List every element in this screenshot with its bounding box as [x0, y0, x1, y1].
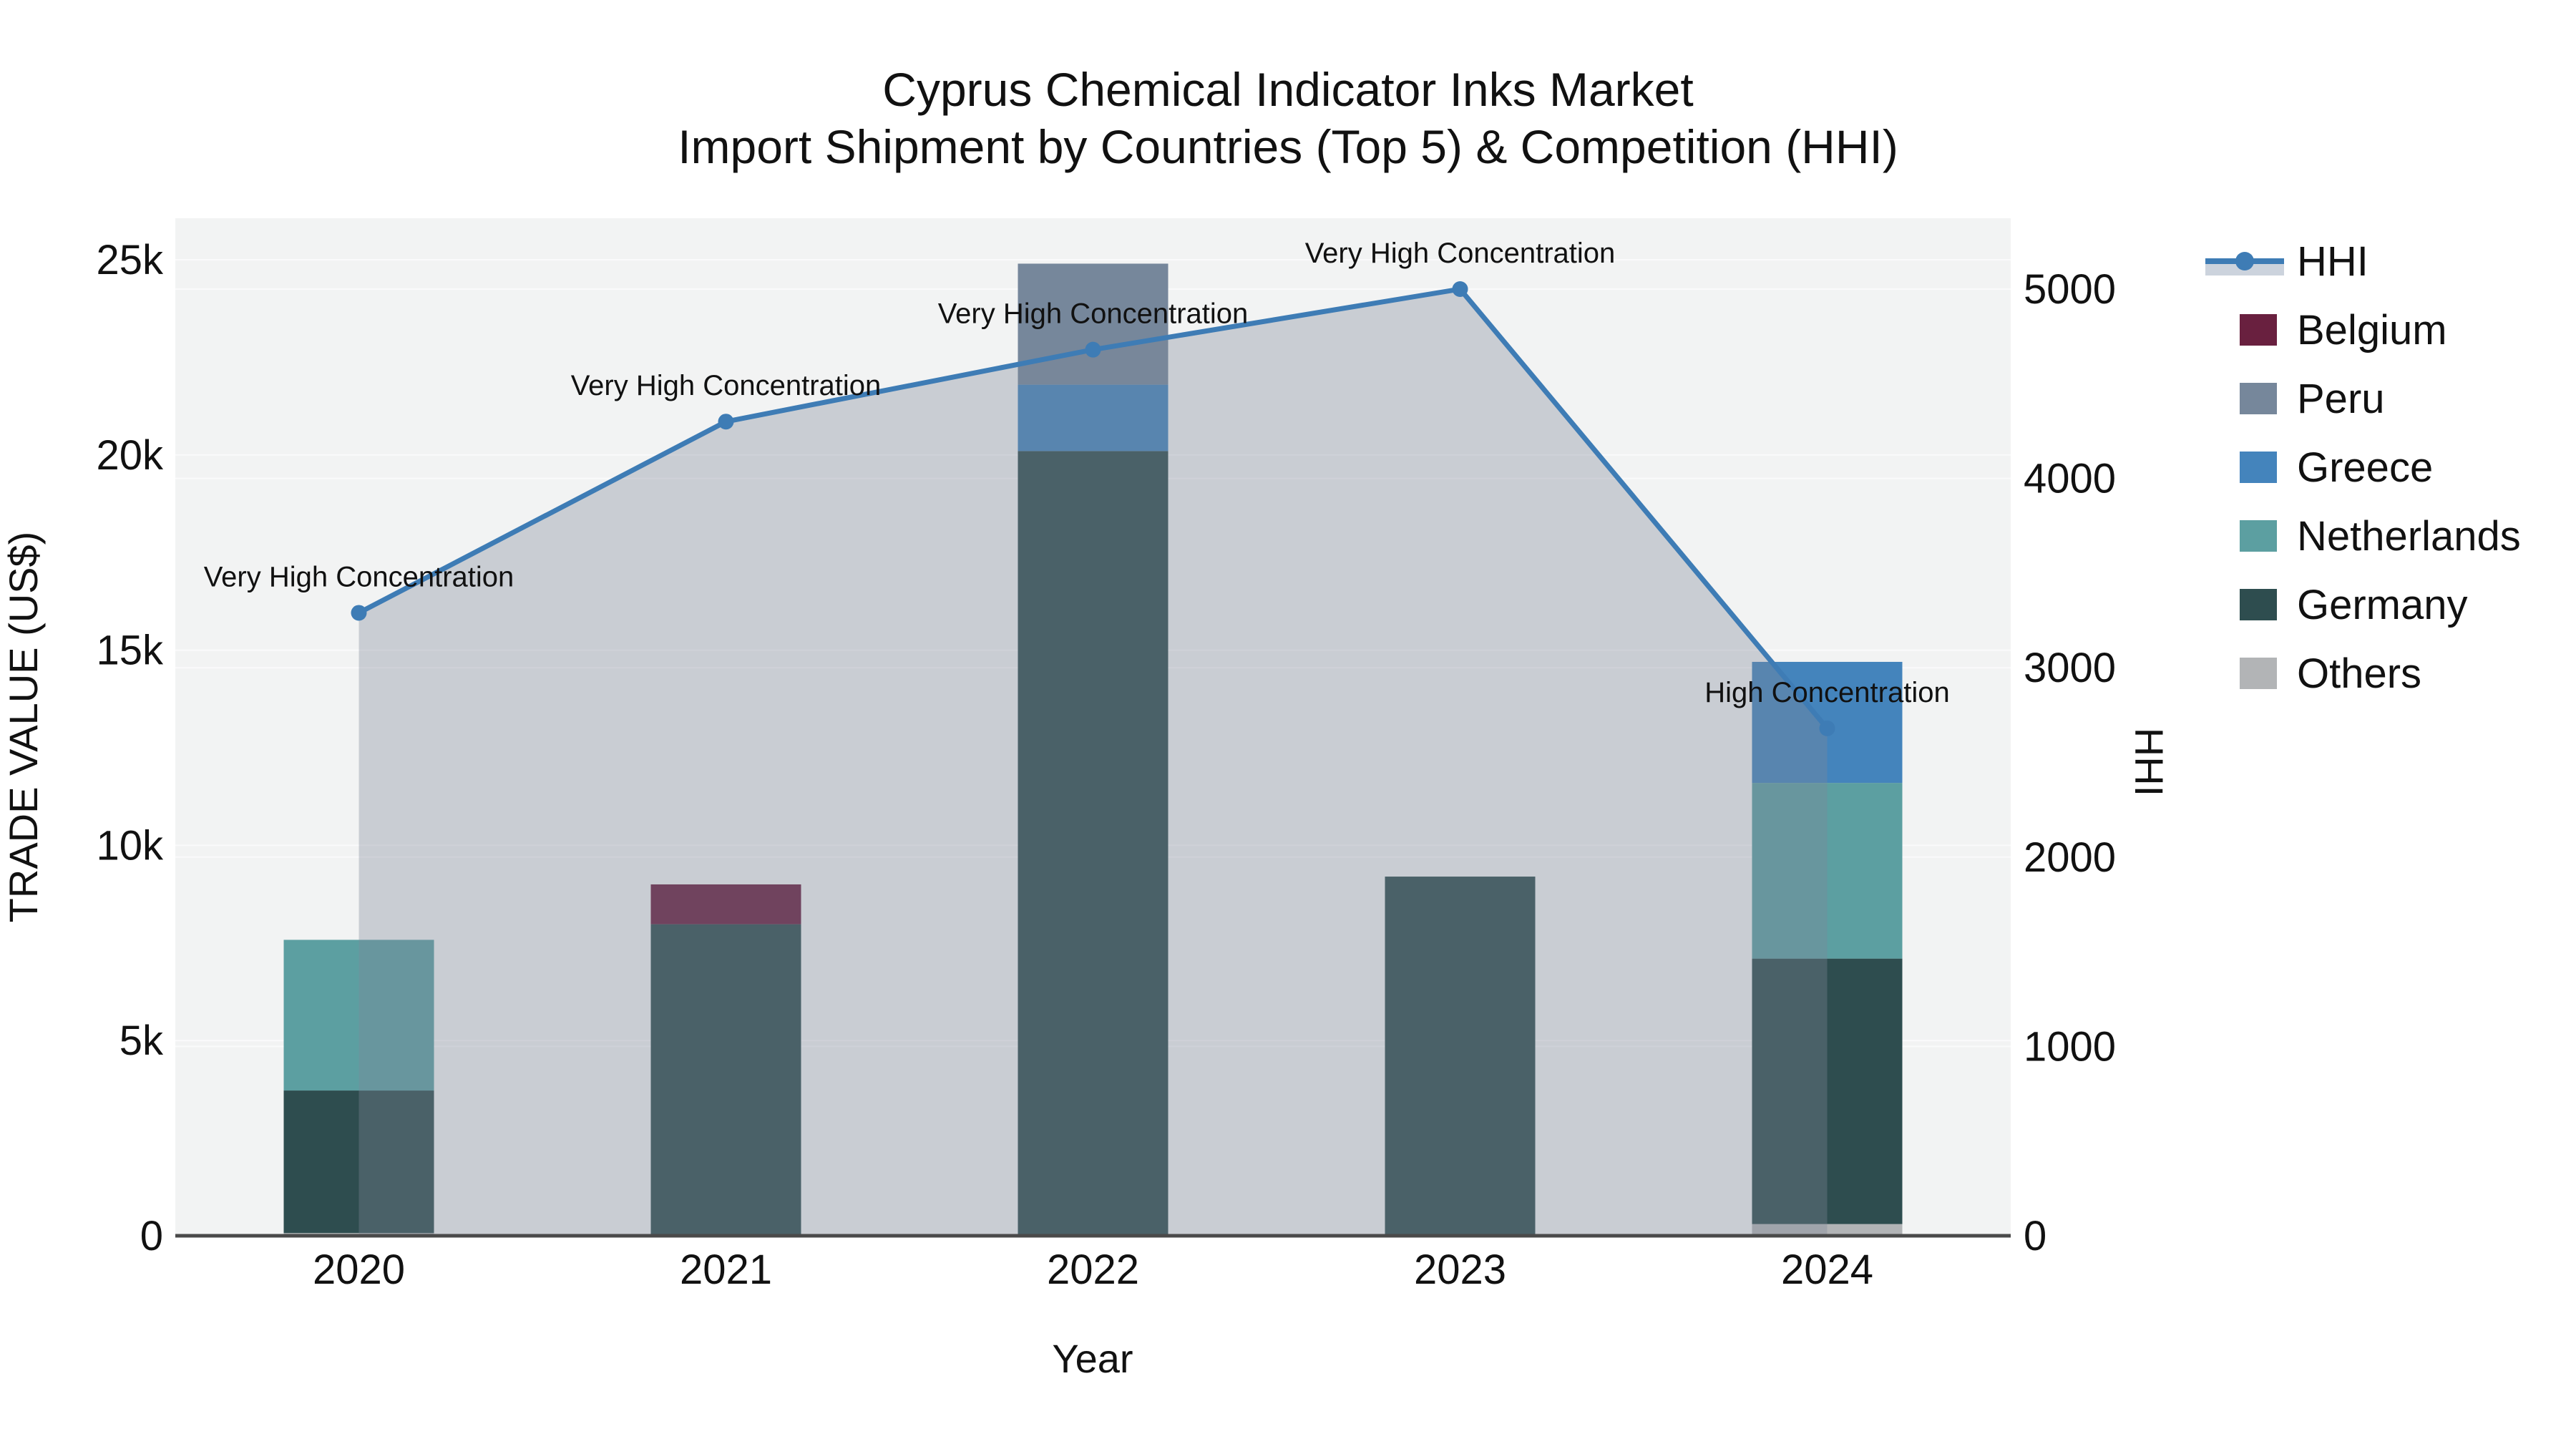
y-left-tick-0: 0 — [140, 1213, 163, 1259]
y-left-axis-title: TRADE VALUE (US$) — [1, 532, 46, 923]
x-tick-2020: 2020 — [313, 1246, 405, 1293]
hhi-point-2021[interactable] — [718, 414, 734, 430]
hhi-point-2024[interactable] — [1819, 720, 1835, 736]
chart-title-line1: Cyprus Chemical Indicator Inks Market — [882, 63, 1693, 116]
y-left-tick-10k: 10k — [96, 822, 164, 869]
annotation-2021: Very High Concentration — [571, 370, 882, 401]
hhi-point-2020[interactable] — [351, 605, 367, 621]
y-right-tick-5000: 5000 — [2024, 266, 2116, 313]
annotation-2020: Very High Concentration — [204, 561, 514, 592]
legend: HHI Belgium Peru Greece Netherlands Germany Ot… — [2205, 227, 2521, 708]
chart-title-line2: Import Shipment by Countries (Top 5) & C… — [678, 120, 1898, 173]
hhi-markers — [351, 281, 1835, 736]
bar-segment-germany-2020[interactable] — [283, 1091, 434, 1234]
y-right-tick-1000: 1000 — [2024, 1023, 2116, 1070]
legend-item-greece[interactable]: Greece — [2205, 433, 2521, 502]
annotation-2023: Very High Concentration — [1305, 238, 1616, 269]
x-tick-2021: 2021 — [680, 1246, 772, 1293]
bar-segment-netherlands-2020[interactable] — [283, 940, 434, 1091]
y-right-axis-title: HHI — [2127, 728, 2172, 796]
bar-layer — [283, 263, 1903, 1236]
hhi-area-fill — [358, 289, 1828, 1236]
bar-segment-others-2024[interactable] — [1752, 1224, 1903, 1236]
y-left-tick-25k: 25k — [96, 237, 164, 283]
bar-segment-germany-2024[interactable] — [1752, 958, 1903, 1224]
legend-item-belgium[interactable]: Belgium — [2205, 296, 2521, 364]
legend-swatch-icon — [2205, 502, 2284, 570]
annotations: Very High Concentration Very High Concent… — [204, 238, 1950, 708]
x-tick-labels: 2020 2021 2022 2023 2024 — [313, 1246, 1873, 1293]
legend-label: Peru — [2297, 375, 2385, 422]
legend-swatch-icon — [2205, 364, 2284, 433]
bar-segment-germany-2023[interactable] — [1385, 877, 1536, 1236]
legend-label: Belgium — [2297, 306, 2447, 353]
y-left-tick-15k: 15k — [96, 628, 164, 674]
hhi-point-2022[interactable] — [1085, 341, 1101, 358]
x-tick-2024: 2024 — [1781, 1246, 1873, 1293]
y-right-tick-2000: 2000 — [2024, 834, 2116, 881]
legend-label: Greece — [2297, 444, 2434, 491]
legend-label: Germany — [2297, 581, 2468, 628]
legend-item-netherlands[interactable]: Netherlands — [2205, 502, 2521, 570]
y-left-tick-labels: 0 5k 10k 15k 20k 25k — [96, 237, 164, 1259]
y-left-tick-5k: 5k — [119, 1018, 164, 1064]
legend-label: Netherlands — [2297, 512, 2521, 560]
bar-segment-germany-2021[interactable] — [650, 924, 801, 1236]
hhi-point-2023[interactable] — [1452, 281, 1468, 297]
legend-swatch-icon — [2205, 570, 2284, 639]
bar-segment-greece-2022[interactable] — [1018, 384, 1169, 452]
bar-segment-netherlands-2024[interactable] — [1752, 783, 1903, 959]
legend-line-sample-icon — [2205, 227, 2284, 296]
legend-item-germany[interactable]: Germany — [2205, 570, 2521, 639]
x-tick-2023: 2023 — [1414, 1246, 1506, 1293]
legend-swatch-icon — [2205, 639, 2284, 708]
y-right-tick-labels: 0 1000 2000 3000 4000 5000 — [2024, 266, 2116, 1259]
x-tick-2022: 2022 — [1047, 1246, 1139, 1293]
bar-segment-germany-2022[interactable] — [1018, 451, 1169, 1236]
y-right-tick-4000: 4000 — [2024, 456, 2116, 502]
annotation-2022: Very High Concentration — [938, 298, 1249, 330]
legend-item-peru[interactable]: Peru — [2205, 364, 2521, 433]
legend-label: Others — [2297, 650, 2422, 697]
legend-label: HHI — [2297, 238, 2368, 285]
y-right-tick-3000: 3000 — [2024, 645, 2116, 691]
legend-item-others[interactable]: Others — [2205, 639, 2521, 708]
annotation-2024: High Concentration — [1704, 677, 1949, 708]
bar-segment-belgium-2021[interactable] — [650, 884, 801, 924]
x-axis-title: Year — [1052, 1336, 1133, 1381]
bar-segment-peru-2022[interactable] — [1018, 263, 1169, 385]
legend-swatch-icon — [2205, 296, 2284, 364]
legend-swatch-icon — [2205, 433, 2284, 502]
y-right-tick-0: 0 — [2024, 1213, 2046, 1259]
y-left-tick-20k: 20k — [96, 432, 164, 479]
legend-item-hhi[interactable]: HHI — [2205, 227, 2521, 296]
